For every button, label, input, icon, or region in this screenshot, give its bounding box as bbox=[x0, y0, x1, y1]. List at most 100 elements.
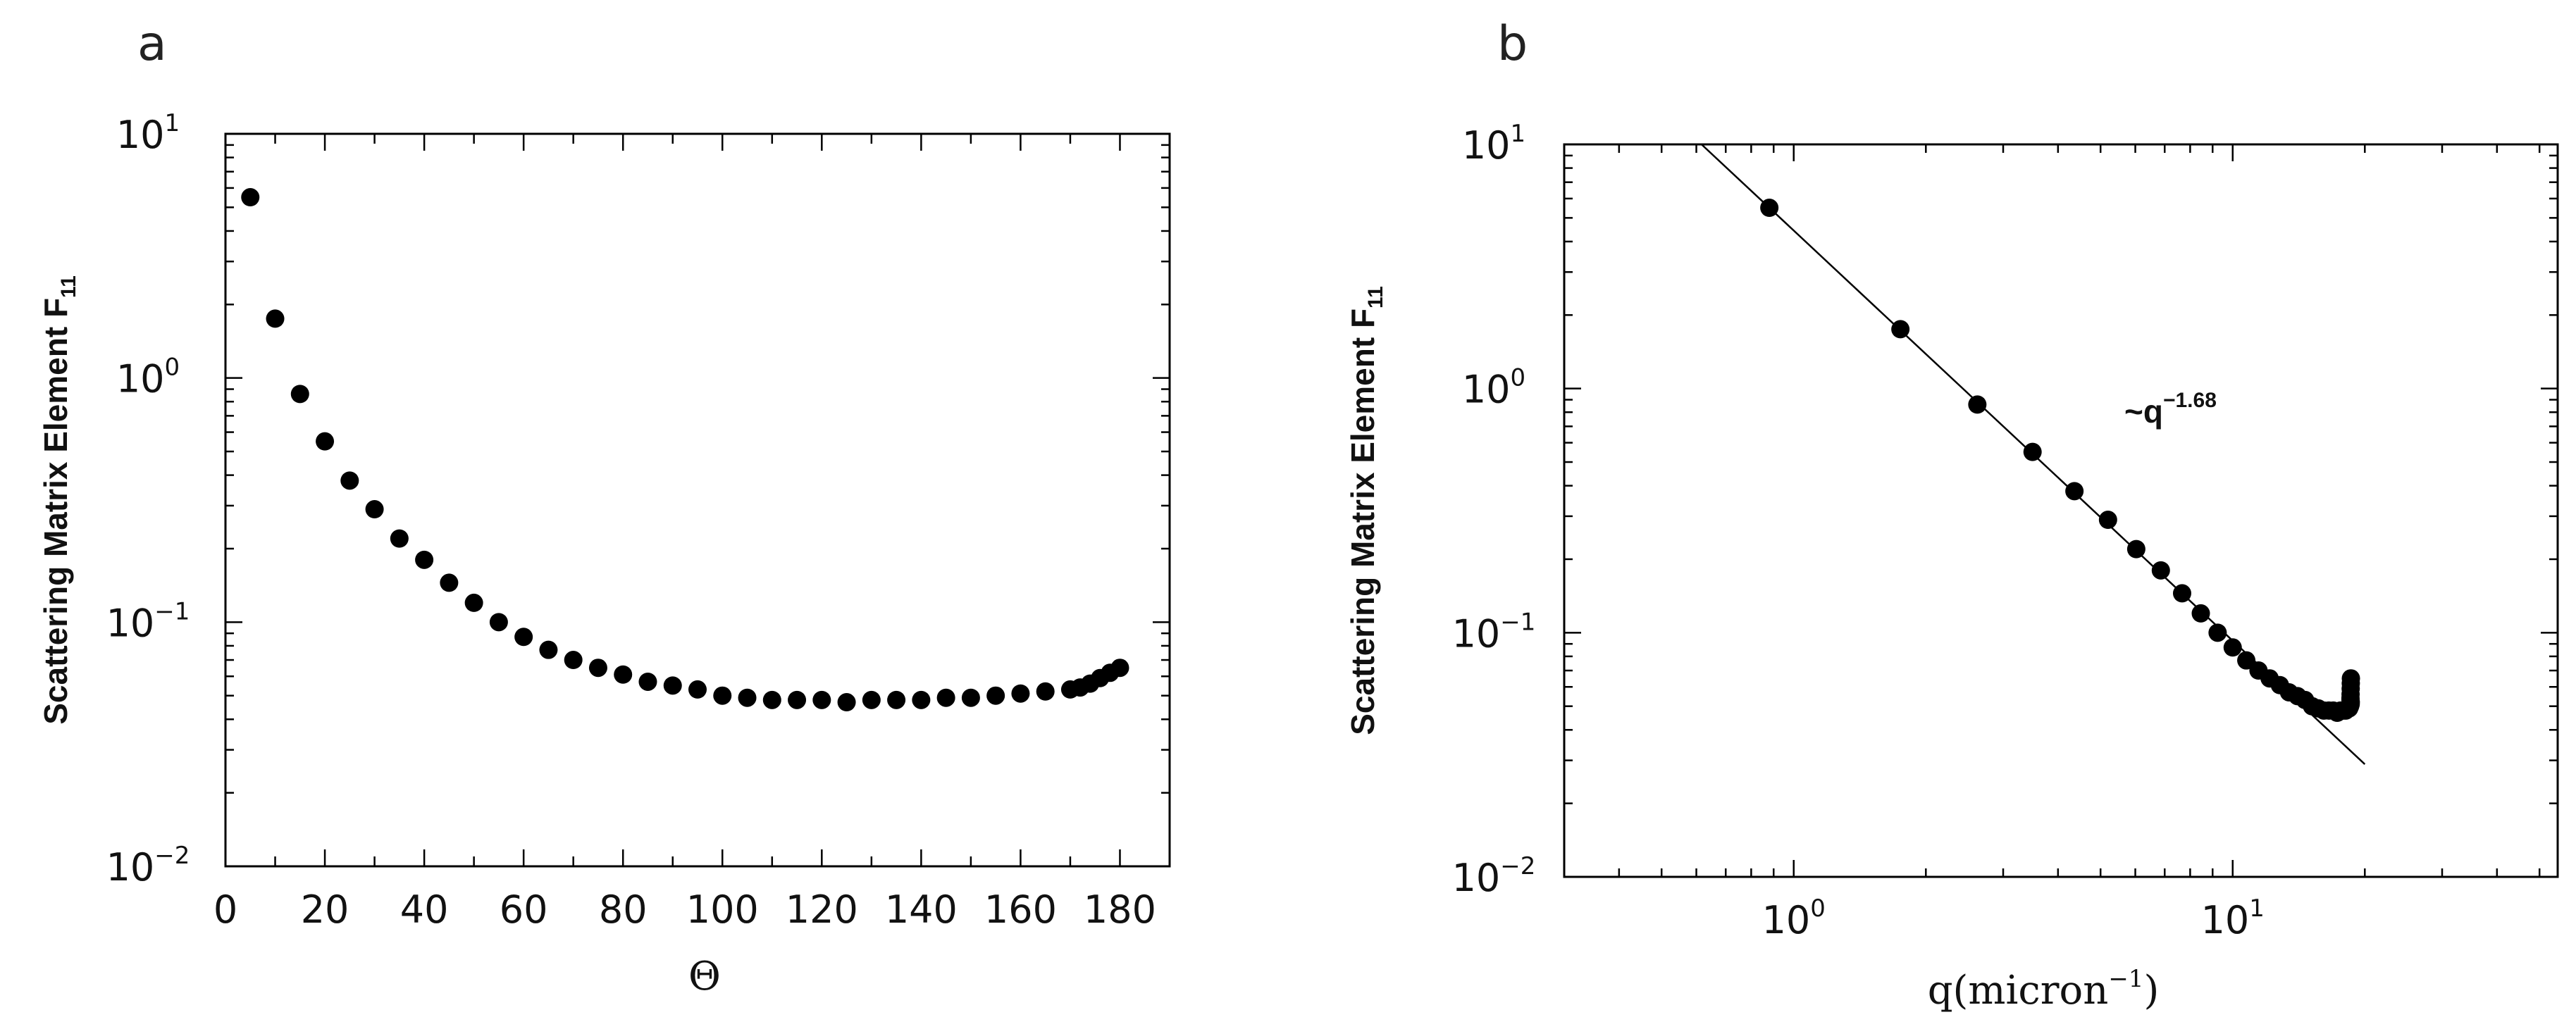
x-tick-label-180: 180 bbox=[1084, 887, 1156, 932]
data-point bbox=[862, 690, 881, 709]
y-tick-label-0-base: 10 bbox=[116, 113, 165, 157]
x-tick-label-0: 100 bbox=[1762, 894, 1826, 942]
data-point bbox=[316, 432, 335, 451]
panel-a-y-label-main: Scattering Matrix Element F bbox=[37, 298, 74, 725]
data-point bbox=[2098, 511, 2117, 530]
y-tick-label-3: 10−2 bbox=[106, 842, 190, 890]
x-tick-label-0-base: 10 bbox=[1762, 898, 1811, 942]
panel-b-x-label-main: q(micron bbox=[1928, 968, 2109, 1014]
data-point bbox=[837, 693, 856, 712]
data-point bbox=[340, 471, 359, 490]
panel-a-x-tick-labels: 0 20 40 60 80 100 120 140 160 180 bbox=[213, 887, 1156, 932]
data-point bbox=[241, 188, 260, 207]
y-tick-label-1: 100 bbox=[1462, 364, 1525, 412]
panel-b-x-label: q(micron−1) bbox=[1928, 965, 2160, 1014]
y-tick-label-3-exp: −2 bbox=[154, 842, 190, 870]
x-tick-label-40: 40 bbox=[400, 887, 449, 932]
x-tick-label-120: 120 bbox=[786, 887, 858, 932]
data-point bbox=[2223, 638, 2242, 657]
data-point bbox=[2126, 540, 2145, 559]
panel-a-y-label-sub: 11 bbox=[57, 275, 80, 298]
data-point bbox=[2341, 669, 2360, 688]
data-point bbox=[266, 309, 285, 328]
data-point bbox=[663, 676, 682, 695]
x-tick-label-100: 100 bbox=[686, 887, 759, 932]
y-tick-label-0-base: 10 bbox=[1462, 123, 1511, 168]
data-point bbox=[539, 640, 558, 659]
data-point bbox=[638, 672, 657, 691]
data-point bbox=[1011, 684, 1030, 703]
y-tick-label-2-base: 10 bbox=[106, 601, 155, 645]
data-point bbox=[514, 628, 533, 647]
panel-b-x-label-close: ) bbox=[2143, 968, 2159, 1014]
panel-a-points bbox=[241, 188, 1129, 712]
data-point bbox=[1760, 199, 1779, 218]
panel-b-ticks bbox=[1563, 143, 2558, 878]
y-tick-label-2-exp: −1 bbox=[154, 597, 190, 625]
panel-a-letter: a bbox=[137, 16, 167, 72]
data-point bbox=[614, 665, 633, 684]
data-point bbox=[2023, 442, 2042, 461]
y-tick-label-1-base: 10 bbox=[116, 357, 165, 401]
panel-b-frame bbox=[1563, 143, 2559, 878]
data-point bbox=[812, 690, 831, 709]
data-point bbox=[564, 651, 583, 670]
y-tick-label-3-base: 10 bbox=[1452, 856, 1501, 900]
data-point bbox=[762, 690, 781, 709]
x-tick-label-1: 101 bbox=[2201, 894, 2265, 942]
y-tick-label-0: 101 bbox=[116, 109, 180, 157]
x-tick-label-80: 80 bbox=[599, 887, 648, 932]
data-point bbox=[365, 500, 384, 519]
data-point bbox=[688, 680, 707, 699]
x-tick-label-20: 20 bbox=[301, 887, 349, 932]
x-tick-label-0: 0 bbox=[213, 887, 237, 932]
y-tick-label-2: 10−1 bbox=[106, 597, 190, 645]
y-tick-label-1: 100 bbox=[116, 354, 180, 401]
data-point bbox=[390, 529, 409, 548]
panel-a-frame bbox=[224, 132, 1171, 868]
y-tick-label-2-base: 10 bbox=[1452, 611, 1501, 656]
data-point bbox=[912, 690, 931, 709]
panel-b-y-label-sub: 11 bbox=[1364, 286, 1387, 308]
data-point bbox=[464, 593, 483, 612]
data-point bbox=[440, 573, 459, 592]
x-tick-label-1-exp: 1 bbox=[2249, 894, 2265, 923]
data-point bbox=[2237, 651, 2256, 670]
y-tick-label-3-exp: −2 bbox=[1500, 852, 1535, 880]
data-point bbox=[788, 690, 807, 709]
panel-b-annotation: ~q−1.68 bbox=[2124, 389, 2217, 430]
data-point bbox=[1891, 320, 1910, 339]
panel-a-y-label: Scattering Matrix Element F11 bbox=[37, 275, 80, 725]
x-tick-label-1-base: 10 bbox=[2201, 898, 2250, 942]
data-point bbox=[2191, 604, 2210, 623]
data-point bbox=[1968, 395, 1987, 414]
panel-a: a 0 20 40 60 80 100 120 140 160 180 10110010−110−… bbox=[37, 16, 1171, 999]
y-tick-label-1-exp: 0 bbox=[165, 354, 180, 382]
panel-b-letter: b bbox=[1497, 16, 1528, 72]
panel-b-y-label-main: Scattering Matrix Element F bbox=[1344, 308, 1381, 735]
panel-a-x-label: Θ bbox=[688, 954, 721, 999]
y-tick-label-0: 101 bbox=[1462, 120, 1525, 168]
data-point bbox=[2151, 561, 2170, 580]
data-point bbox=[489, 613, 508, 632]
data-point bbox=[2065, 482, 2084, 501]
panel-a-ticks bbox=[224, 132, 1170, 868]
y-tick-label-3: 10−2 bbox=[1452, 852, 1536, 900]
panel-b-x-label-exp: −1 bbox=[2108, 965, 2143, 993]
data-point bbox=[986, 686, 1005, 705]
x-tick-label-140: 140 bbox=[885, 887, 958, 932]
y-tick-label-1-exp: 0 bbox=[1511, 364, 1526, 392]
data-point bbox=[936, 688, 955, 707]
data-point bbox=[290, 385, 309, 404]
panel-b-points bbox=[1760, 199, 2360, 723]
y-tick-label-1-base: 10 bbox=[1462, 368, 1511, 412]
y-tick-label-0-exp: 1 bbox=[1511, 120, 1526, 148]
x-tick-label-160: 160 bbox=[984, 887, 1057, 932]
y-tick-label-2-exp: −1 bbox=[1500, 608, 1535, 636]
panel-b-annotation-exp: −1.68 bbox=[2163, 389, 2217, 412]
y-tick-label-3-base: 10 bbox=[106, 845, 155, 890]
data-point bbox=[1110, 659, 1129, 678]
